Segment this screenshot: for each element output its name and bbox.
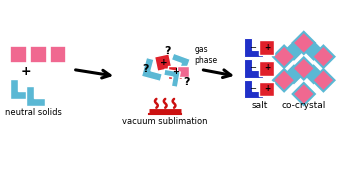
- Polygon shape: [312, 69, 335, 91]
- Polygon shape: [293, 57, 315, 80]
- Circle shape: [144, 52, 179, 87]
- Polygon shape: [50, 46, 66, 63]
- Polygon shape: [164, 69, 180, 87]
- Text: +: +: [172, 67, 179, 76]
- Text: ?: ?: [184, 77, 190, 87]
- Circle shape: [142, 37, 173, 68]
- Circle shape: [144, 39, 171, 67]
- Text: +: +: [264, 64, 270, 72]
- Polygon shape: [10, 46, 27, 63]
- Circle shape: [173, 49, 197, 73]
- Text: +: +: [160, 58, 168, 67]
- Circle shape: [152, 77, 182, 107]
- Polygon shape: [244, 59, 263, 78]
- Text: co-crystal: co-crystal: [281, 101, 326, 110]
- Circle shape: [144, 53, 187, 96]
- Circle shape: [172, 77, 194, 99]
- Circle shape: [135, 69, 164, 99]
- Text: +: +: [264, 43, 270, 52]
- Text: +: +: [264, 84, 270, 93]
- Polygon shape: [312, 46, 335, 68]
- Polygon shape: [293, 32, 315, 54]
- Text: salt: salt: [251, 101, 268, 110]
- Text: −: −: [249, 84, 256, 93]
- Polygon shape: [26, 86, 45, 106]
- Circle shape: [171, 47, 198, 74]
- Polygon shape: [171, 53, 190, 76]
- Polygon shape: [141, 57, 162, 81]
- Text: +: +: [20, 65, 31, 78]
- Text: ?: ?: [164, 46, 170, 56]
- Polygon shape: [303, 63, 325, 85]
- Polygon shape: [259, 61, 274, 76]
- Text: −: −: [249, 43, 256, 52]
- Polygon shape: [30, 46, 47, 63]
- Polygon shape: [259, 40, 274, 55]
- Polygon shape: [293, 83, 315, 105]
- Text: −: −: [249, 64, 256, 72]
- Text: neutral solids: neutral solids: [5, 108, 62, 117]
- Polygon shape: [303, 40, 325, 62]
- Circle shape: [131, 50, 160, 79]
- Text: gas
phase: gas phase: [195, 45, 218, 65]
- Circle shape: [136, 71, 162, 97]
- Polygon shape: [273, 46, 295, 68]
- Circle shape: [142, 50, 181, 89]
- Polygon shape: [283, 40, 305, 62]
- Circle shape: [156, 36, 186, 66]
- Polygon shape: [273, 69, 295, 91]
- Polygon shape: [10, 79, 29, 99]
- Text: ?: ?: [142, 64, 149, 74]
- Polygon shape: [244, 80, 263, 98]
- Circle shape: [179, 63, 202, 86]
- Polygon shape: [154, 54, 172, 71]
- Circle shape: [170, 75, 196, 101]
- Polygon shape: [177, 66, 189, 77]
- Polygon shape: [168, 66, 182, 79]
- Circle shape: [158, 38, 184, 64]
- Polygon shape: [283, 63, 305, 85]
- Circle shape: [154, 79, 180, 105]
- Polygon shape: [259, 82, 274, 96]
- Circle shape: [129, 48, 162, 81]
- Circle shape: [178, 62, 204, 87]
- Polygon shape: [244, 39, 263, 57]
- Text: vacuum sublimation: vacuum sublimation: [122, 117, 208, 126]
